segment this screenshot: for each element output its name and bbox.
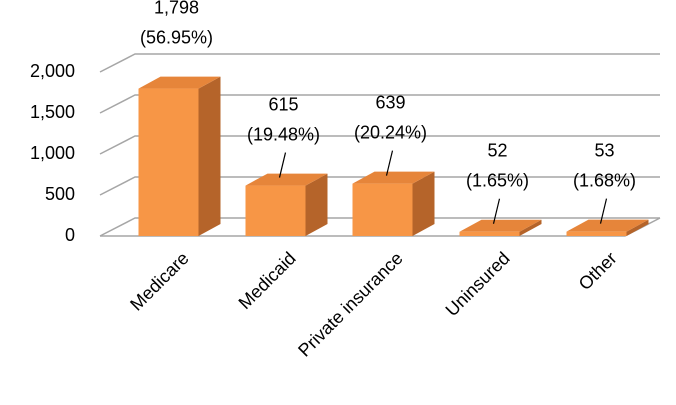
percent-label: (20.24%) — [354, 122, 427, 142]
bar — [352, 183, 413, 236]
y-tick-label: 500 — [45, 184, 75, 204]
bar-top — [459, 219, 542, 232]
bar — [138, 88, 199, 237]
bar-top — [352, 171, 435, 184]
x-tick-label: Other — [575, 248, 621, 294]
y-tick-label: 1,500 — [30, 102, 75, 122]
bar — [245, 185, 306, 236]
grid-line — [99, 135, 660, 155]
grid-line — [99, 217, 660, 237]
bar-side — [519, 219, 542, 236]
bar — [566, 231, 627, 236]
x-tick-label: Medicare — [126, 248, 192, 314]
leader-line — [492, 198, 501, 224]
bar-top — [245, 173, 328, 186]
bar-top — [138, 76, 221, 89]
grid-line — [99, 53, 660, 73]
percent-label: (56.95%) — [140, 27, 213, 47]
bar-side — [305, 173, 328, 236]
leader-line — [278, 152, 287, 178]
data-label: 639 — [375, 92, 405, 112]
percent-label: (1.65%) — [466, 170, 529, 190]
x-tick-label: Uninsured — [442, 248, 514, 320]
data-label: 53 — [594, 140, 614, 160]
grid-line — [99, 176, 660, 196]
bar — [459, 231, 520, 236]
grid-line — [99, 94, 660, 114]
y-tick-label: 2,000 — [30, 61, 75, 81]
data-label: 52 — [487, 140, 507, 160]
leader-line — [385, 150, 394, 176]
y-tick-label: 1,000 — [30, 143, 75, 163]
leader-line — [599, 198, 608, 224]
data-label: 1,798 — [154, 0, 199, 17]
y-tick-label: 0 — [65, 225, 75, 245]
bar-side — [412, 171, 435, 236]
x-tick-label: Medicaid — [235, 248, 300, 313]
x-tick-label: Private insurance — [294, 248, 406, 360]
percent-label: (1.68%) — [573, 170, 636, 190]
data-label: 615 — [268, 94, 298, 114]
bar-side — [626, 219, 649, 236]
percent-label: (19.48%) — [247, 124, 320, 144]
bar-top — [566, 219, 649, 232]
bar-side — [198, 76, 221, 237]
